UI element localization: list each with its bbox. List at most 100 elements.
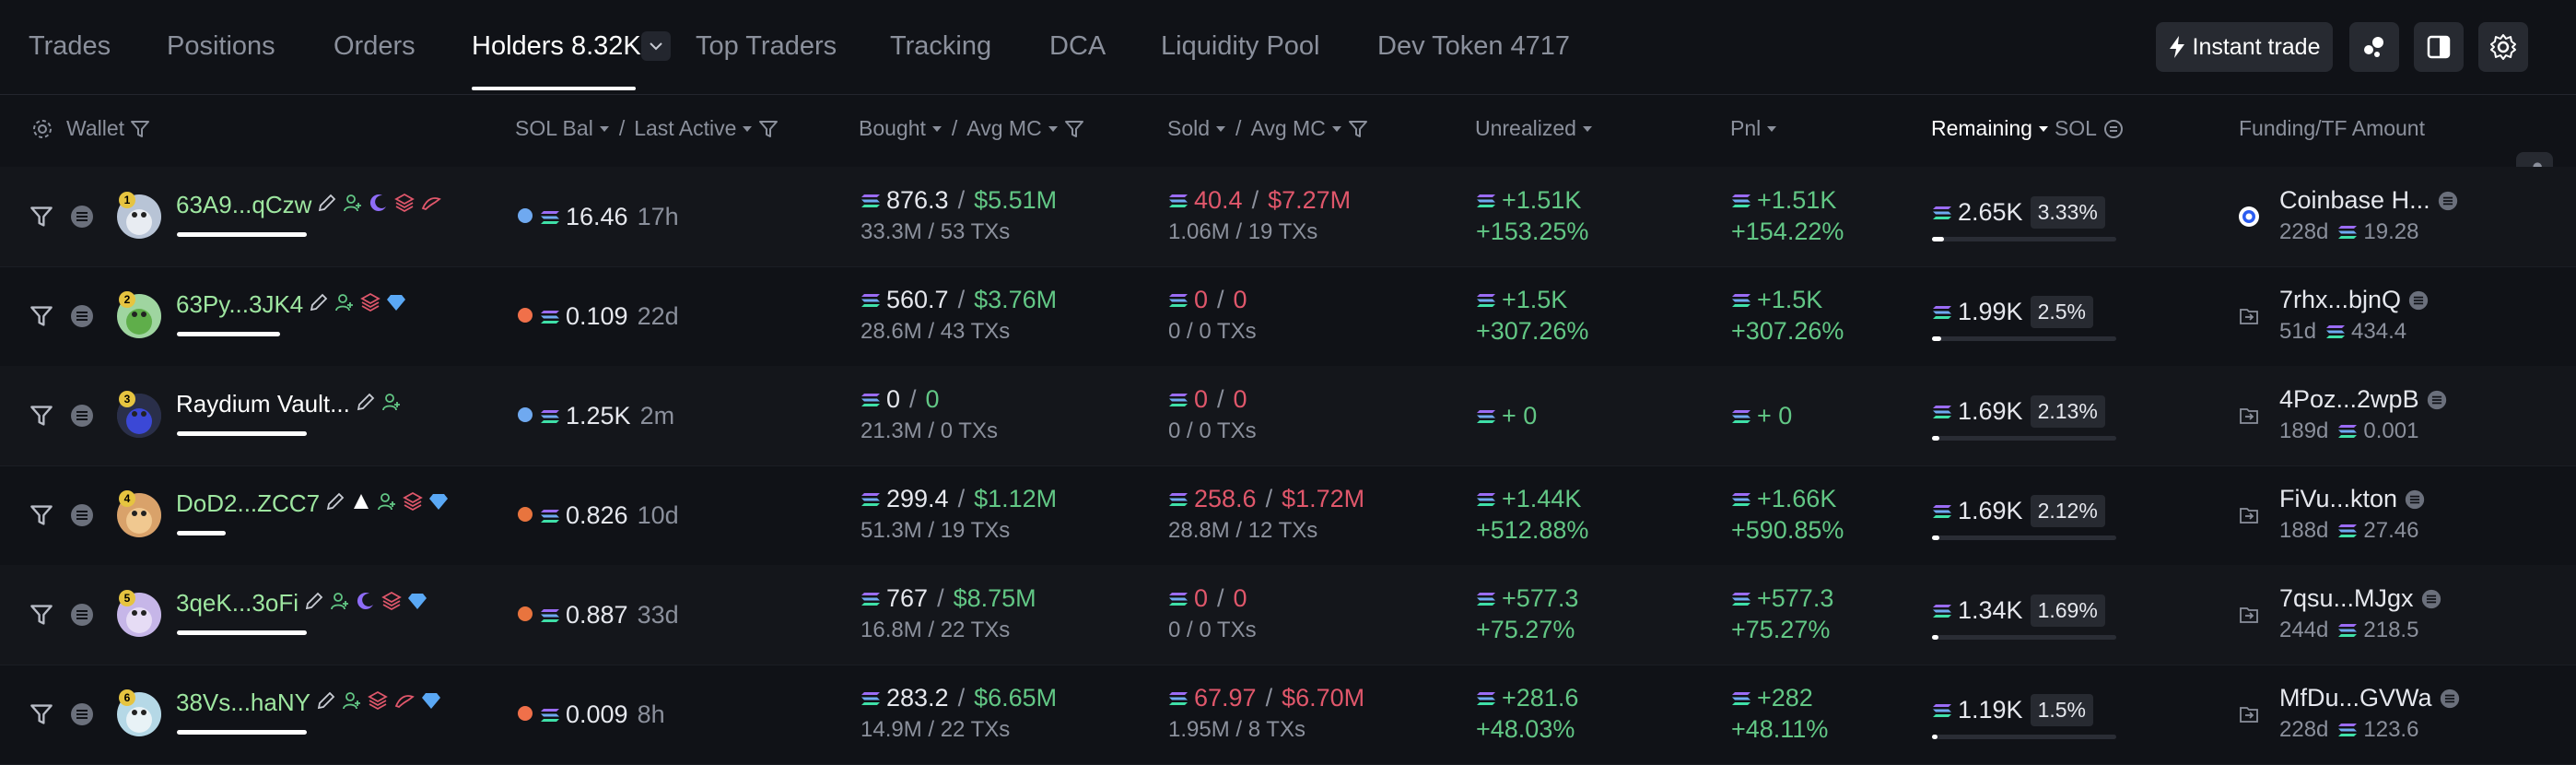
diamond-icon[interactable] <box>428 491 449 516</box>
menu-icon[interactable] <box>2438 191 2458 211</box>
holder-row[interactable]: 3 Raydium Vault... 1.25K 2m 0 / 0 21.3M / 0 TXs… <box>0 366 2576 466</box>
menu-icon[interactable] <box>68 203 96 230</box>
wallet-address-link[interactable]: 63Py...3JK4 <box>176 290 304 318</box>
sol-bal-header-label[interactable]: SOL Bal <box>515 116 593 140</box>
funding-source-link[interactable]: MfDu...GVWa <box>2279 684 2432 712</box>
sort-down-icon[interactable] <box>1766 124 1777 134</box>
menu-icon[interactable] <box>68 501 96 529</box>
add-contact-icon[interactable] <box>342 690 362 715</box>
diamond-icon[interactable] <box>421 690 441 715</box>
filter-icon[interactable] <box>1348 119 1368 139</box>
funding-source-link[interactable]: 7rhx...bjnQ <box>2279 286 2402 313</box>
sold-avg-mc-header-label[interactable]: Avg MC <box>1250 116 1326 140</box>
filter-wallet-icon[interactable] <box>28 700 55 728</box>
settings-button[interactable] <box>2478 22 2528 72</box>
toggle-panel-button[interactable] <box>2414 22 2464 72</box>
funding-source-link[interactable]: 7qsu...MJgx <box>2279 584 2414 612</box>
tab-holders[interactable]: Holders 8.32K <box>472 31 641 61</box>
add-contact-icon[interactable] <box>330 591 350 616</box>
holder-row[interactable]: 6 38Vs...haNY 0.009 8h 283.2 / $6.65M 14.9M / 2… <box>0 665 2576 765</box>
menu-icon[interactable] <box>2405 489 2425 510</box>
diamond-icon[interactable] <box>386 292 406 317</box>
bought-header-label[interactable]: Bought <box>859 116 926 140</box>
instant-trade-button[interactable]: Instant trade <box>2156 22 2333 72</box>
tab-liquidity-pool[interactable]: Liquidity Pool <box>1161 31 1320 61</box>
filter-icon[interactable] <box>758 119 779 139</box>
funding-source-link[interactable]: Coinbase H... <box>2279 186 2430 214</box>
filter-icon[interactable] <box>130 119 150 139</box>
layers-icon[interactable] <box>403 491 423 516</box>
wallet-address-link[interactable]: 38Vs...haNY <box>176 688 310 716</box>
holder-row[interactable]: 5 3qeK...3oFi 0.887 33d 767 / $8.75M 16.8M / 22… <box>0 565 2576 665</box>
wallet-address-link[interactable]: 3qeK...3oFi <box>176 589 299 617</box>
wallet-address-link[interactable]: Raydium Vault... <box>176 390 350 418</box>
bought-avg-mc-header-label[interactable]: Avg MC <box>966 116 1042 140</box>
filter-icon[interactable] <box>1064 119 1084 139</box>
holder-row[interactable]: 2 63Py...3JK4 0.109 22d 560.7 / $3.76M 28.6M / … <box>0 266 2576 367</box>
holder-row[interactable]: 1 63A9...qCzw 16.46 17h 876.3 / $5.51M 33.3M / … <box>0 167 2576 267</box>
layers-icon[interactable] <box>360 292 381 317</box>
tab-dev-token[interactable]: Dev Token 4717 <box>1377 31 1571 61</box>
sort-down-icon[interactable] <box>742 124 753 134</box>
tab-orders[interactable]: Orders <box>334 31 416 61</box>
fish-icon[interactable] <box>393 690 416 715</box>
sold-header-label[interactable]: Sold <box>1167 116 1211 140</box>
tab-positions[interactable]: Positions <box>167 31 275 61</box>
last-active-header-label[interactable]: Last Active <box>634 116 737 140</box>
layers-icon[interactable] <box>368 690 388 715</box>
menu-icon[interactable] <box>2408 290 2429 311</box>
menu-icon[interactable] <box>68 700 96 728</box>
edit-icon[interactable] <box>309 292 329 317</box>
sort-down-icon[interactable] <box>599 124 610 134</box>
add-contact-icon[interactable] <box>377 491 397 516</box>
filter-wallet-icon[interactable] <box>28 302 55 330</box>
menu-icon[interactable] <box>68 601 96 629</box>
sort-down-icon[interactable] <box>1048 124 1059 134</box>
edit-icon[interactable] <box>304 591 324 616</box>
filter-wallet-icon[interactable] <box>28 501 55 529</box>
swap-unit-icon[interactable] <box>2102 118 2125 140</box>
remaining-header-label[interactable]: Remaining <box>1931 116 2032 140</box>
layers-icon[interactable] <box>394 193 416 218</box>
holders-dropdown-button[interactable] <box>641 31 671 61</box>
edit-icon[interactable] <box>325 491 345 516</box>
diamond-icon[interactable] <box>407 591 427 616</box>
tab-tracking[interactable]: Tracking <box>890 31 992 61</box>
funding-source-link[interactable]: FiVu...kton <box>2279 485 2398 512</box>
menu-icon[interactable] <box>2427 390 2447 410</box>
layers-icon[interactable] <box>381 591 402 616</box>
bubble-map-button[interactable] <box>2349 22 2399 72</box>
menu-icon[interactable] <box>2421 589 2441 609</box>
wallet-address-link[interactable]: 63A9...qCzw <box>176 191 312 218</box>
holder-row[interactable]: 4 DoD2...ZCC7 0.826 10d 299.4 / $1.12M 51.3M / … <box>0 465 2576 566</box>
unrealized-header-label[interactable]: Unrealized <box>1475 116 1576 140</box>
sort-down-icon[interactable] <box>2038 124 2049 134</box>
sort-down-icon[interactable] <box>1331 124 1342 134</box>
filter-wallet-icon[interactable] <box>28 203 55 230</box>
edit-icon[interactable] <box>317 193 337 218</box>
moon-icon[interactable] <box>369 193 389 218</box>
tab-dca[interactable]: DCA <box>1049 31 1107 61</box>
sort-down-icon[interactable] <box>931 124 943 134</box>
filter-wallet-icon[interactable] <box>28 402 55 430</box>
moon-icon[interactable] <box>356 591 376 616</box>
sort-down-icon[interactable] <box>1215 124 1226 134</box>
tab-trades[interactable]: Trades <box>29 31 111 61</box>
add-contact-icon[interactable] <box>381 392 402 417</box>
gear-icon[interactable] <box>31 118 53 140</box>
menu-icon[interactable] <box>68 402 96 430</box>
wallet-address-link[interactable]: DoD2...ZCC7 <box>176 489 321 517</box>
triangle-icon[interactable] <box>351 491 371 516</box>
edit-icon[interactable] <box>356 392 376 417</box>
fish-icon[interactable] <box>420 193 442 218</box>
menu-icon[interactable] <box>2440 688 2460 709</box>
funding-source-link[interactable]: 4Poz...2wpB <box>2279 385 2419 413</box>
add-contact-icon[interactable] <box>334 292 355 317</box>
tab-top-traders[interactable]: Top Traders <box>696 31 837 61</box>
add-contact-icon[interactable] <box>343 193 363 218</box>
pnl-header-label[interactable]: Pnl <box>1730 116 1762 140</box>
edit-icon[interactable] <box>316 690 336 715</box>
sort-down-icon[interactable] <box>1582 124 1593 134</box>
menu-icon[interactable] <box>68 302 96 330</box>
filter-wallet-icon[interactable] <box>28 601 55 629</box>
